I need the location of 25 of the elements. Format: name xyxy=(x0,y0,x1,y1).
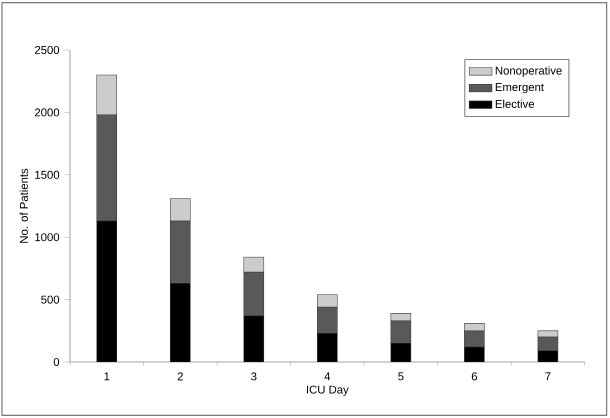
bar xyxy=(390,343,412,362)
legend-label: Emergent xyxy=(496,83,544,94)
x-tick-label: 4 xyxy=(324,372,330,380)
x-axis-title: ICU Day xyxy=(306,386,349,396)
bar xyxy=(170,283,191,362)
x-tick-label: 6 xyxy=(472,372,478,380)
y-tick-label: 1500 xyxy=(35,170,60,179)
x-tick-label: 3 xyxy=(251,372,256,380)
y-tick-label: 2500 xyxy=(34,46,60,54)
x-tick-label: 1 xyxy=(104,372,110,380)
y-axis-title: No. of Patients xyxy=(20,168,28,243)
legend-label: Elective xyxy=(496,100,534,108)
bar xyxy=(538,350,558,362)
y-tick-label: 1000 xyxy=(35,233,60,242)
x-tick-label: 7 xyxy=(545,372,550,380)
x-tick-label: 2 xyxy=(178,372,183,380)
bar xyxy=(96,220,118,362)
x-tick-label: 5 xyxy=(398,372,404,380)
bar xyxy=(317,333,338,362)
bar xyxy=(244,316,264,362)
y-tick-label: 2000 xyxy=(34,108,60,116)
legend-label: Nonoperative xyxy=(496,66,562,77)
y-tick-label: 500 xyxy=(41,296,60,304)
y-tick-label: 0 xyxy=(54,358,60,366)
bar xyxy=(464,346,485,362)
